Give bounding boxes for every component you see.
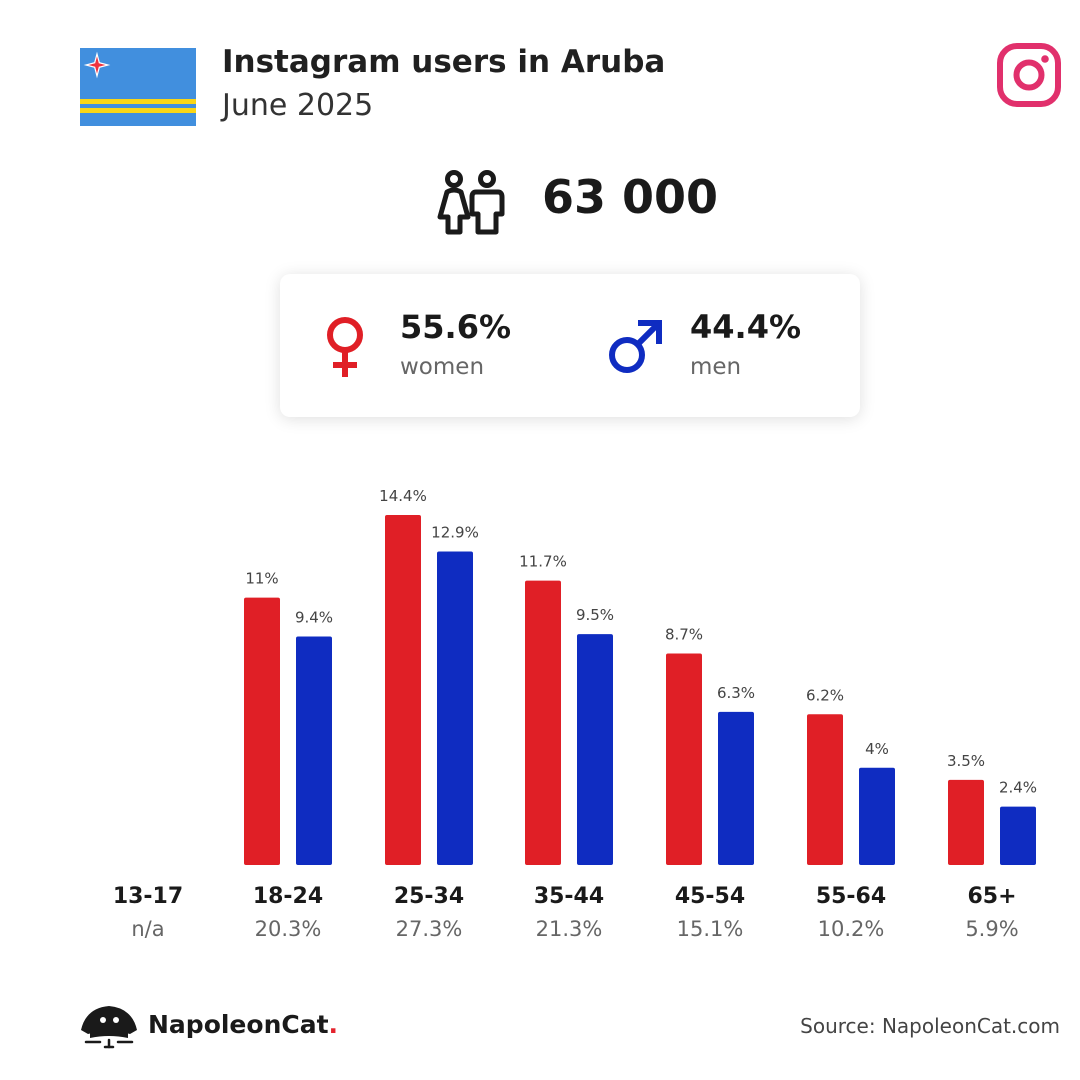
bar-men-45-54	[718, 711, 754, 865]
age-group-label: 13-17	[112, 884, 184, 909]
men-percent: 44.4%	[690, 308, 802, 346]
gender-card: 55.6% women 44.4% men	[280, 274, 860, 417]
source-link[interactable]: Source: NapoleonCat.com	[800, 1014, 1060, 1038]
age-group-label: 45-54	[674, 884, 746, 909]
age-group-label: 18-24	[252, 884, 324, 909]
male-symbol-icon	[609, 320, 662, 373]
instagram-icon	[997, 43, 1061, 107]
bar-women-18-24	[244, 597, 280, 865]
bar-value-label: 8.7%	[665, 626, 703, 644]
age-group-label: 25-34	[393, 884, 465, 909]
brand-name: NapoleonCat.	[148, 1010, 338, 1039]
bar-value-label: 11%	[245, 570, 278, 588]
bar-value-label: 6.3%	[717, 684, 755, 702]
age-group-total: 20.3%	[254, 917, 322, 941]
page-title: Instagram users in Aruba	[222, 44, 666, 80]
bar-women-25-34	[385, 515, 421, 865]
age-group-total: 15.1%	[676, 917, 744, 941]
bar-men-25-34	[437, 551, 473, 865]
age-group-total: n/a	[131, 917, 165, 941]
napoleoncat-logo-icon	[81, 1006, 137, 1049]
bar-men-35-44	[577, 634, 613, 865]
women-label: women	[400, 354, 485, 380]
brand-name-text: NapoleonCat	[148, 1010, 329, 1039]
age-group-total: 27.3%	[395, 917, 463, 941]
women-percent: 55.6%	[400, 308, 512, 346]
bar-value-label: 3.5%	[947, 752, 985, 770]
bar-men-18-24	[296, 636, 332, 865]
people-icon	[437, 170, 505, 235]
bar-value-label: 14.4%	[379, 487, 427, 505]
age-group-label: 65+	[967, 884, 1017, 909]
bar-women-45-54	[666, 653, 702, 865]
bar-value-label: 4%	[865, 740, 889, 758]
page-subtitle: June 2025	[222, 88, 374, 123]
bar-men-65+	[1000, 806, 1036, 865]
bar-value-label: 2.4%	[999, 779, 1037, 797]
age-group-label: 55-64	[815, 884, 887, 909]
bar-value-label: 6.2%	[806, 686, 844, 704]
bar-value-label: 11.7%	[519, 553, 567, 571]
brand-dot: .	[328, 1010, 339, 1039]
bar-men-55-64	[859, 767, 895, 865]
aruba-flag-icon	[80, 48, 196, 126]
age-group-total: 10.2%	[817, 917, 885, 941]
bar-value-label: 9.5%	[576, 606, 614, 624]
age-group-total: 21.3%	[535, 917, 603, 941]
bar-women-55-64	[807, 714, 843, 865]
bar-value-label: 9.4%	[295, 609, 333, 627]
bar-women-35-44	[525, 580, 561, 865]
bar-value-label: 12.9%	[431, 523, 479, 541]
age-group-label: 35-44	[533, 884, 605, 909]
female-symbol-icon	[327, 317, 363, 377]
age-group-total: 5.9%	[965, 917, 1019, 941]
total-users: 63 000	[542, 170, 719, 224]
age-gender-bar-chart: 11% 9.4% 14.4%12.9% 11.7% 9.5% 8.7% 6.3% 6.2% 4%…	[244, 487, 1037, 865]
men-label: men	[690, 354, 742, 380]
bar-women-65+	[948, 779, 984, 865]
